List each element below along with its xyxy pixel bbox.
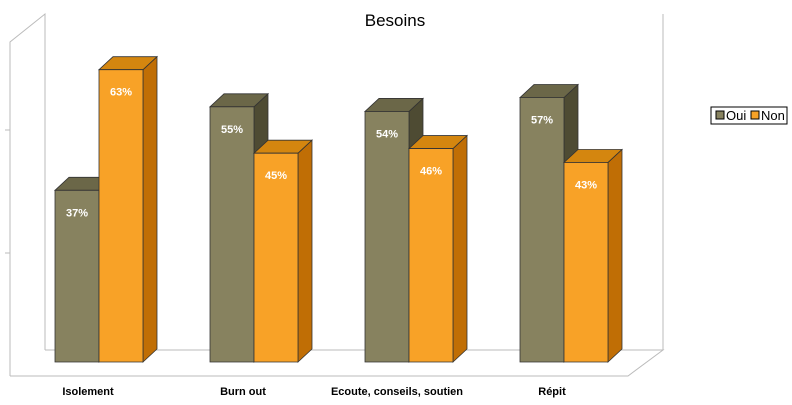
- bar-non-1: 63%: [97, 55, 159, 363]
- bar-value-label: 57%: [531, 115, 553, 127]
- legend-box: [710, 106, 788, 125]
- floor: [10, 349, 665, 377]
- bar-side: [142, 55, 158, 363]
- bar-front: [209, 106, 255, 363]
- legend-label-non: Non: [761, 108, 785, 123]
- legend-swatch-oui: [715, 110, 725, 120]
- category-label: Isolement: [62, 386, 114, 398]
- bar-non-3: 46%: [407, 134, 469, 363]
- bar-non-4: 43%: [562, 148, 624, 363]
- bar-value-label: 45%: [265, 170, 287, 182]
- left-wall: [9, 12, 46, 376]
- category-labels: Isolement Burn out Ecoute, conseils, souti…: [62, 386, 566, 398]
- bar-front: [563, 162, 609, 363]
- bar-front: [364, 111, 410, 363]
- category-label: Burn out: [220, 386, 266, 398]
- bar-value-label: 37%: [66, 207, 88, 219]
- legend-swatch-non: [750, 110, 760, 120]
- bar-value-label: 54%: [376, 128, 398, 140]
- bar-side: [452, 134, 468, 363]
- bar-front: [519, 97, 565, 363]
- bar-front: [253, 152, 299, 363]
- legend: Oui Non: [710, 106, 788, 125]
- bars: 37% 63% 55% 45% 54% 46% 57% 43%: [53, 55, 624, 363]
- bar-value-label: 55%: [221, 124, 243, 136]
- chart-walls: [5, 12, 665, 377]
- bar-value-label: 43%: [575, 179, 597, 191]
- bar-front: [408, 148, 454, 363]
- bar-value-label: 46%: [420, 166, 442, 178]
- category-label: Ecoute, conseils, soutien: [331, 386, 463, 398]
- bar-side: [297, 139, 313, 363]
- bar-front: [98, 69, 144, 363]
- bar-value-label: 63%: [110, 87, 132, 99]
- bar-side: [607, 148, 623, 363]
- category-label: Répit: [538, 386, 566, 398]
- legend-label-oui: Oui: [726, 108, 746, 123]
- bar-non-2: 45%: [252, 139, 314, 363]
- chart-title: Besoins: [365, 11, 425, 30]
